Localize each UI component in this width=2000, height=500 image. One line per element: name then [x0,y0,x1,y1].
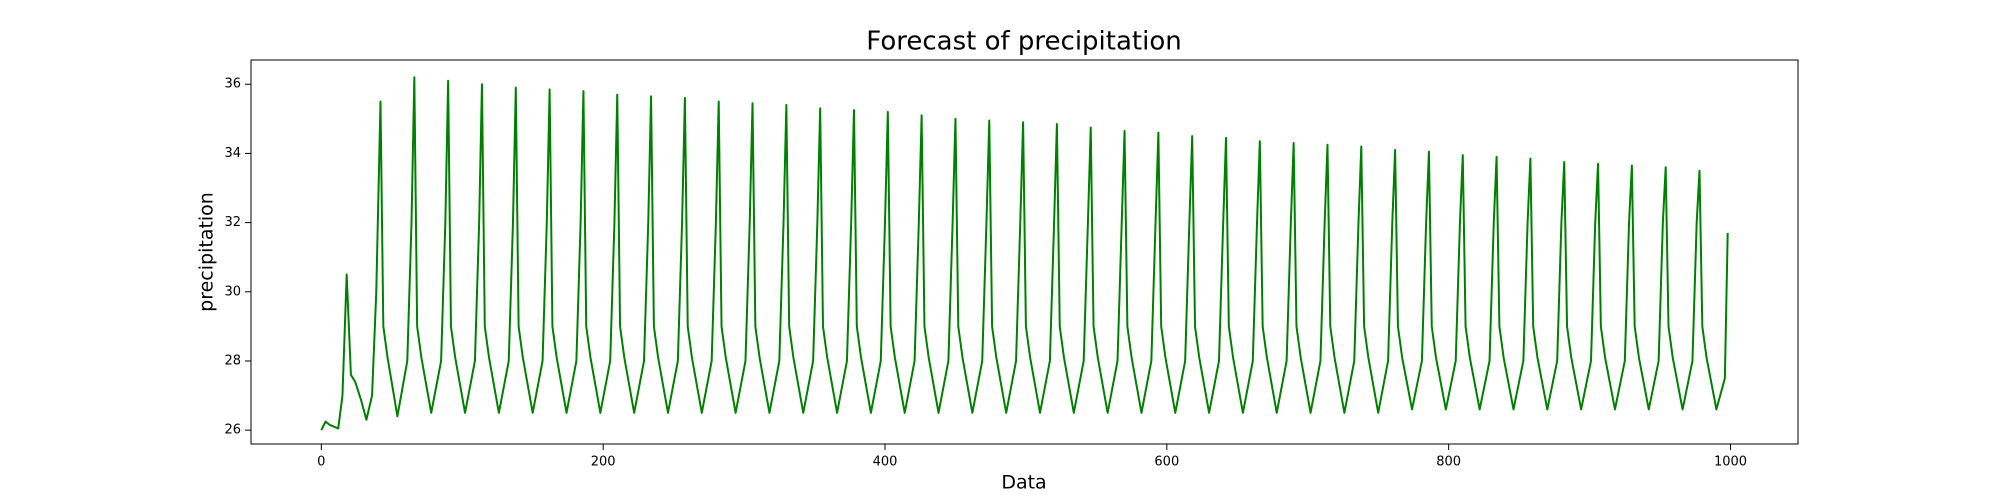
y-tick-label: 26 [224,423,241,438]
plot-frame [250,59,1799,445]
y-tick-label: 36 [224,77,241,92]
y-tick-label: 28 [224,353,241,368]
y-tick-label: 32 [224,215,241,230]
x-tick-label: 400 [873,455,898,470]
x-tick-label: 800 [1436,455,1461,470]
y-tick-label: 34 [224,146,241,161]
chart-title: Forecast of precipitation [866,27,1181,57]
y-tick-label: 30 [224,284,241,299]
x-tick-label: 200 [591,455,616,470]
x-tick-label: 600 [1154,455,1179,470]
x-tick-label: 1000 [1714,455,1747,470]
x-axis-label: Data [1001,472,1046,494]
x-tick-label: 0 [317,455,325,470]
y-axis-label: precipitation [196,192,218,312]
data-line [320,76,1729,431]
